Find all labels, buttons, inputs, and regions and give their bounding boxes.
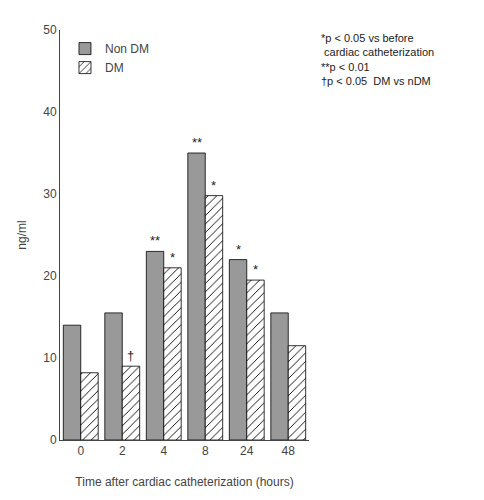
svg-text:*: *	[236, 242, 241, 257]
svg-text:**: **	[192, 135, 202, 150]
svg-text:4: 4	[160, 444, 167, 458]
svg-text:20: 20	[43, 269, 57, 283]
svg-text:10: 10	[43, 351, 57, 365]
svg-text:0: 0	[50, 433, 57, 447]
svg-text:†: †	[127, 348, 134, 363]
svg-text:Time after cardiac catheteriza: Time after cardiac catheterization (hour…	[75, 475, 293, 489]
svg-text:30: 30	[43, 187, 57, 201]
svg-text:0: 0	[77, 444, 84, 458]
svg-text:40: 40	[43, 105, 57, 119]
svg-text:*: *	[253, 262, 258, 277]
svg-text:2: 2	[119, 444, 126, 458]
svg-text:DM: DM	[105, 61, 124, 75]
svg-text:ng/ml: ng/ml	[15, 220, 29, 249]
svg-text:24: 24	[240, 444, 254, 458]
svg-text:50: 50	[43, 23, 57, 37]
svg-text:*: *	[211, 178, 216, 193]
svg-text:8: 8	[202, 444, 209, 458]
svg-text:Non DM: Non DM	[105, 42, 149, 56]
svg-text:**: **	[150, 233, 160, 248]
svg-text:*p < 0.05 vs before cardiac ca: *p < 0.05 vs before cardiac catheterizat…	[321, 32, 434, 87]
svg-text:*: *	[170, 250, 175, 265]
svg-text:48: 48	[282, 444, 296, 458]
